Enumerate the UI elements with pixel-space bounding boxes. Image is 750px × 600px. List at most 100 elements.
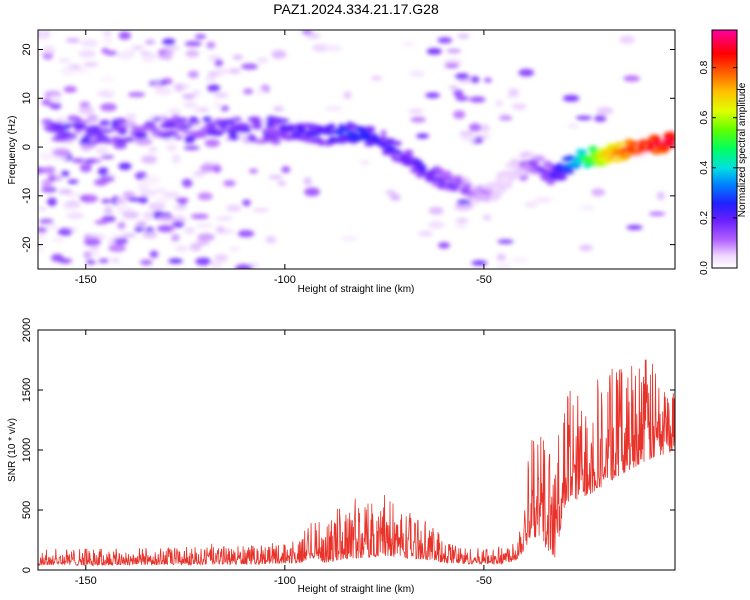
heatmap-cell — [148, 202, 166, 211]
heatmap-cell — [656, 191, 666, 201]
heatmap-ridge-cell — [461, 177, 470, 183]
heatmap-cell — [38, 245, 45, 253]
heatmap-cell — [214, 120, 230, 125]
spectrogram-ytick-label: -20 — [21, 237, 33, 253]
heatmap-cell — [67, 179, 79, 184]
heatmap-cell — [648, 211, 666, 216]
heatmap-cell — [47, 197, 57, 207]
heatmap-ridge-cell — [481, 195, 491, 202]
spectrogram-x-label: Height of straight line (km) — [298, 284, 415, 295]
heatmap-cell — [174, 83, 184, 93]
heatmap-cell — [456, 199, 472, 206]
spectrogram-ytick-label: 20 — [21, 43, 33, 55]
heatmap-cell — [281, 166, 291, 174]
snr-ytick-label: 1500 — [21, 378, 33, 402]
heatmap-cell — [220, 105, 230, 112]
heatmap-cell — [142, 53, 155, 63]
spectrogram-y-label: Frequency (Hz) — [7, 116, 18, 185]
heatmap-cell — [115, 139, 127, 144]
heatmap-cell — [139, 189, 157, 197]
colorbar-tick-label: 0.8 — [699, 60, 710, 74]
heatmap-cell — [305, 32, 321, 40]
heatmap-cell — [189, 242, 202, 252]
heatmap-cell — [469, 123, 482, 132]
heatmap-cell — [78, 49, 96, 58]
heatmap-cell — [469, 76, 480, 83]
heatmap-ridge-cell — [546, 179, 556, 186]
colorbar-tick-label: 0.0 — [699, 261, 710, 275]
heatmap-cell — [154, 188, 168, 193]
heatmap-cell — [191, 173, 204, 180]
snr-x-label: Height of straight line (km) — [298, 584, 415, 595]
heatmap-cell — [268, 175, 283, 180]
heatmap-cell — [418, 230, 434, 237]
heatmap-ridge-cell — [604, 148, 615, 153]
heatmap-cell — [134, 134, 144, 140]
heatmap-cell — [185, 49, 200, 58]
heatmap-cell — [189, 116, 198, 123]
heatmap-cell — [134, 226, 145, 232]
spectrogram-ytick-label: 0 — [21, 144, 33, 150]
heatmap-cell — [437, 37, 453, 44]
spectrogram-heatmap — [38, 30, 675, 269]
heatmap-cell — [217, 253, 229, 263]
heatmap-cell — [95, 147, 109, 155]
spectrogram-xtick-label: -100 — [274, 274, 296, 286]
heatmap-cell — [483, 77, 492, 83]
heatmap-cell — [505, 93, 520, 98]
heatmap-cell — [580, 205, 595, 211]
heatmap-cell — [118, 128, 127, 135]
heatmap-cell — [471, 260, 488, 266]
heatmap-cell — [195, 257, 212, 266]
heatmap-cell — [101, 139, 116, 145]
heatmap-cell — [97, 90, 110, 97]
heatmap-ridge-cell — [555, 173, 568, 181]
heatmap-cell — [116, 50, 134, 60]
heatmap-cell — [144, 39, 156, 45]
heatmap-cell — [41, 119, 54, 125]
heatmap-cell — [197, 233, 215, 241]
heatmap-cell — [52, 237, 65, 243]
heatmap-cell — [183, 130, 199, 135]
heatmap-cell — [84, 126, 101, 133]
heatmap-cell — [204, 139, 220, 148]
heatmap-ridge-cell — [519, 170, 527, 176]
heatmap-cell — [385, 190, 396, 195]
colorbar-tick-label: 0.2 — [699, 211, 710, 225]
heatmap-cell — [57, 228, 73, 237]
heatmap-cell — [497, 239, 514, 244]
heatmap-cell — [240, 63, 259, 70]
heatmap-ridge-cell — [564, 155, 576, 161]
heatmap-cell — [73, 68, 90, 74]
heatmap-cell — [38, 227, 48, 233]
figure-title: PAZ1.2024.334.21.17.G28 — [273, 1, 439, 17]
heatmap-cell — [497, 263, 511, 269]
heatmap-cell — [255, 89, 266, 95]
heatmap-cell — [45, 223, 59, 230]
heatmap-cell — [619, 35, 636, 44]
heatmap-cell — [206, 41, 216, 49]
heatmap-cell — [455, 218, 469, 223]
heatmap-ridge-cell — [408, 156, 416, 162]
heatmap-cell — [94, 219, 108, 225]
heatmap-cell — [242, 199, 251, 207]
heatmap-cell — [511, 257, 529, 263]
heatmap-cell — [122, 211, 140, 219]
heatmap-cell — [57, 58, 72, 63]
heatmap-cell — [511, 103, 527, 111]
heatmap-cell — [103, 37, 113, 45]
heatmap-cell — [265, 120, 274, 128]
heatmap-cell — [79, 163, 92, 173]
heatmap-cell — [214, 59, 224, 67]
heatmap-cell — [38, 206, 47, 211]
heatmap-cell — [101, 198, 112, 204]
heatmap-cell — [312, 43, 331, 52]
heatmap-cell — [213, 164, 222, 173]
heatmap-cell — [83, 251, 92, 259]
snr-ytick-label: 1000 — [21, 438, 33, 462]
snr-y-label: SNR (10 * v/v) — [7, 418, 18, 482]
heatmap-cell — [84, 159, 97, 164]
colorbar-tick-label: 0.6 — [699, 110, 710, 124]
heatmap-cell — [272, 106, 285, 112]
heatmap-cell — [227, 129, 239, 135]
